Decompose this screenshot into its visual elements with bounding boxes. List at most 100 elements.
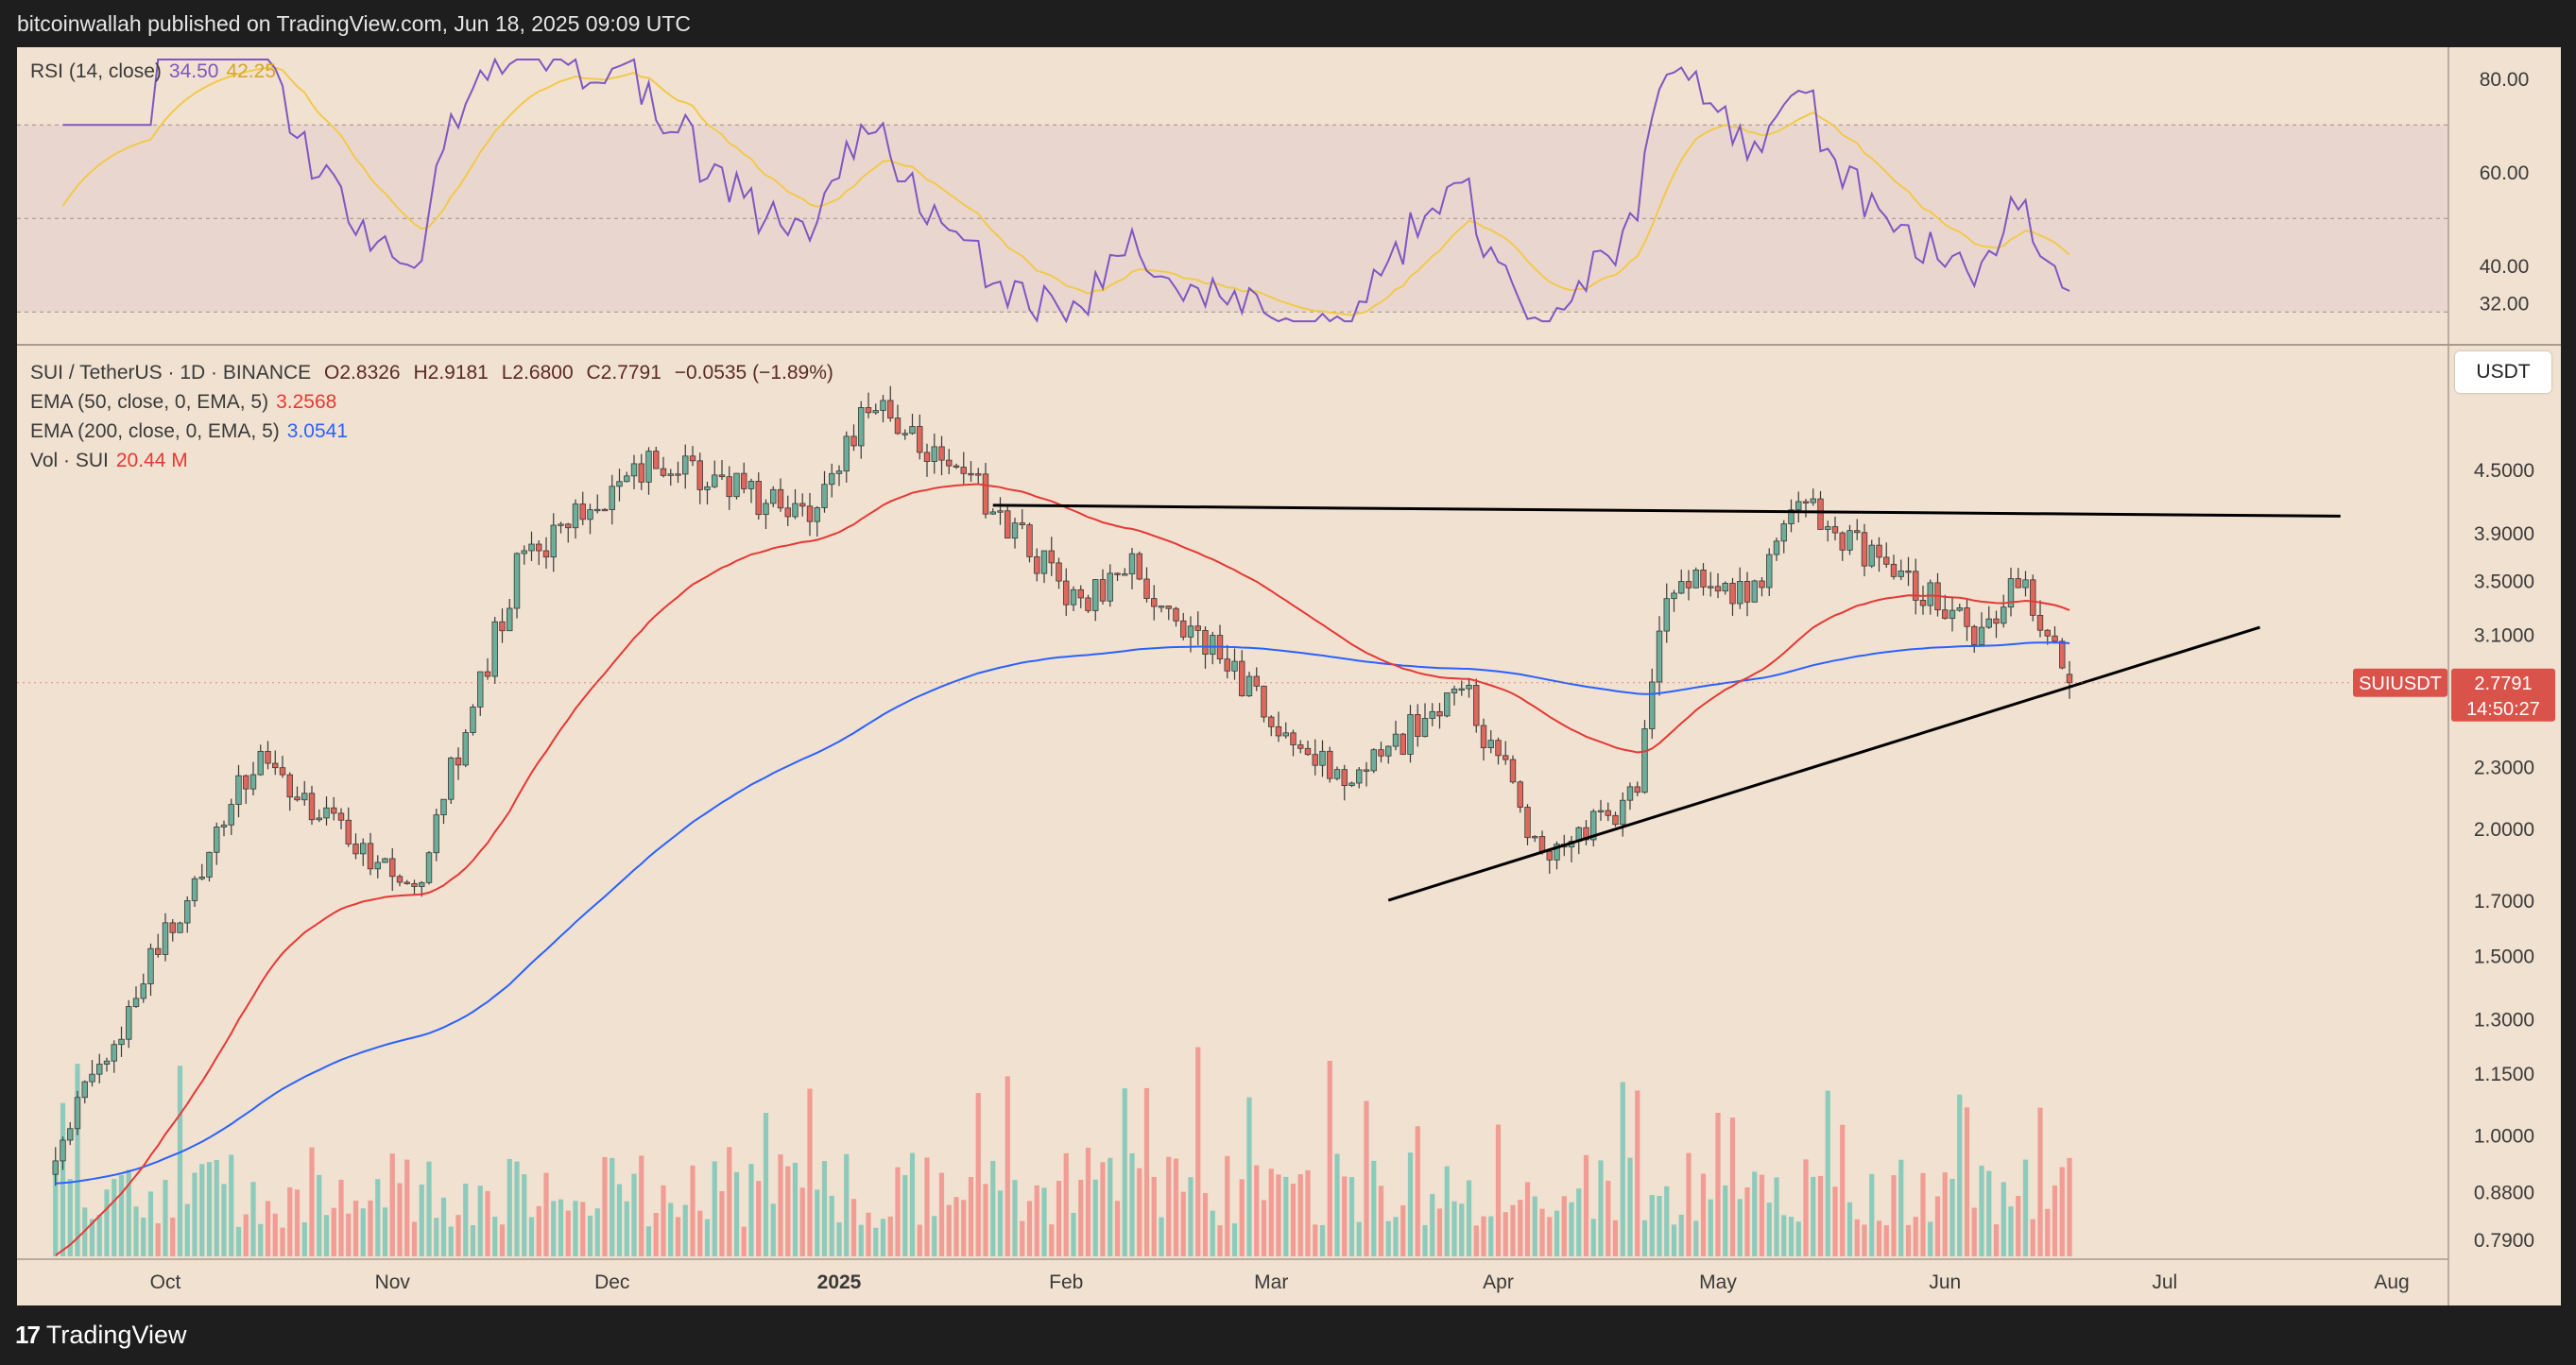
resistance-trendline bbox=[992, 503, 2341, 518]
candle-body bbox=[1341, 769, 1348, 787]
time-tick-label: Jun bbox=[1929, 1271, 1961, 1293]
candle-body bbox=[455, 757, 462, 766]
candle-body bbox=[1532, 836, 1538, 839]
volume-bar bbox=[2016, 1196, 2021, 1256]
volume-bar bbox=[756, 1181, 762, 1256]
volume-bar bbox=[1246, 1097, 1252, 1256]
volume-bar bbox=[1788, 1217, 1795, 1256]
candle-body bbox=[726, 476, 732, 498]
candle-body bbox=[528, 543, 535, 552]
volume-bar bbox=[1422, 1224, 1428, 1256]
candle-body bbox=[1861, 532, 1868, 567]
volume-bar bbox=[1268, 1169, 1274, 1256]
price-tick-label: 0.7900 bbox=[2474, 1230, 2534, 1252]
volume-bar bbox=[126, 1169, 131, 1256]
tradingview-logo[interactable]: 17 TradingView bbox=[15, 1321, 187, 1350]
candle-body bbox=[301, 793, 308, 801]
candle-body bbox=[601, 508, 609, 512]
candle-body bbox=[741, 472, 747, 489]
candle-body bbox=[425, 852, 433, 883]
volume-bar bbox=[866, 1212, 871, 1256]
volume-bar bbox=[404, 1159, 410, 1256]
candle-body bbox=[191, 878, 198, 901]
candle-body bbox=[1048, 550, 1055, 564]
candle-body bbox=[814, 507, 820, 522]
volume-bar bbox=[624, 1201, 629, 1256]
candle-body bbox=[558, 523, 564, 526]
volume-bar bbox=[1949, 1178, 1955, 1256]
candle-body bbox=[1766, 554, 1773, 589]
candle-body bbox=[484, 671, 491, 677]
candle-body bbox=[419, 881, 425, 887]
volume-bar bbox=[1327, 1060, 1332, 1256]
candle-body bbox=[1319, 750, 1326, 766]
volume-bar bbox=[1114, 1201, 1121, 1256]
volume-bar bbox=[551, 1201, 557, 1256]
volume-bar bbox=[1078, 1179, 1084, 1256]
volume-bars bbox=[53, 1047, 2072, 1256]
volume-bar bbox=[206, 1162, 213, 1256]
candle-body bbox=[214, 827, 220, 853]
candle-body bbox=[1224, 658, 1230, 672]
candle-body bbox=[660, 468, 667, 476]
volume-bar bbox=[1964, 1107, 1970, 1256]
volume-bar bbox=[1811, 1176, 1816, 1256]
candle-body bbox=[1114, 572, 1121, 575]
support-trendline bbox=[1387, 625, 2260, 902]
candles bbox=[52, 385, 2073, 1186]
volume-bar bbox=[1795, 1221, 1801, 1256]
ohlc-low: L2.6800 bbox=[501, 362, 574, 384]
candle-body bbox=[682, 455, 689, 475]
candle-body bbox=[931, 446, 937, 462]
volume-bar bbox=[448, 1226, 454, 1256]
volume-bar bbox=[1173, 1158, 1179, 1256]
candle-body bbox=[286, 774, 293, 798]
ema50-value: 3.2568 bbox=[276, 391, 337, 413]
candle-body bbox=[1590, 810, 1597, 841]
candle-body bbox=[1429, 710, 1435, 719]
candle-body bbox=[1356, 769, 1363, 784]
candle-body bbox=[1942, 609, 1949, 620]
candle-body bbox=[132, 998, 140, 1007]
volume-bar bbox=[2059, 1167, 2065, 1256]
volume-bar bbox=[352, 1200, 359, 1256]
candle-body bbox=[1605, 810, 1611, 816]
candle-body bbox=[587, 509, 593, 520]
volume-bar bbox=[163, 1180, 168, 1256]
volume-bar bbox=[682, 1204, 688, 1256]
candle-body bbox=[89, 1073, 95, 1083]
volume-bar bbox=[719, 1191, 725, 1256]
volume-bar bbox=[214, 1160, 219, 1256]
candle-body bbox=[1663, 598, 1670, 632]
candle-body bbox=[1743, 580, 1751, 603]
candle-body bbox=[1400, 733, 1406, 755]
volume-bar bbox=[1569, 1202, 1574, 1256]
volume-bar bbox=[1723, 1185, 1728, 1256]
rsi-label: RSI (14, close) bbox=[30, 60, 162, 82]
candle-body bbox=[579, 503, 586, 520]
volume-bar bbox=[807, 1088, 813, 1256]
candle-body bbox=[507, 607, 513, 632]
volume-bar bbox=[309, 1147, 315, 1256]
volume-bar bbox=[770, 1203, 776, 1256]
currency-button[interactable]: USDT bbox=[2455, 351, 2551, 393]
candle-body bbox=[243, 775, 249, 790]
volume-bar bbox=[1649, 1195, 1655, 1256]
candle-body bbox=[1180, 620, 1187, 638]
volume-bar bbox=[792, 1162, 799, 1256]
volume-bar bbox=[2037, 1107, 2043, 1256]
candle-body bbox=[323, 807, 330, 819]
publisher-text: bitcoinwallah published on TradingView.c… bbox=[17, 11, 692, 36]
volume-bar bbox=[1356, 1221, 1362, 1256]
rsi-tick-label: 80.00 bbox=[2480, 69, 2530, 91]
candle-body bbox=[667, 473, 674, 476]
candle-body bbox=[2066, 674, 2073, 684]
candle-body bbox=[1649, 681, 1656, 729]
candle-body bbox=[2059, 640, 2066, 669]
candle-body bbox=[997, 510, 1004, 513]
volume-bar bbox=[60, 1102, 66, 1256]
candle-body bbox=[1261, 685, 1267, 718]
volume-bar bbox=[895, 1167, 901, 1256]
candle-body bbox=[923, 452, 931, 462]
